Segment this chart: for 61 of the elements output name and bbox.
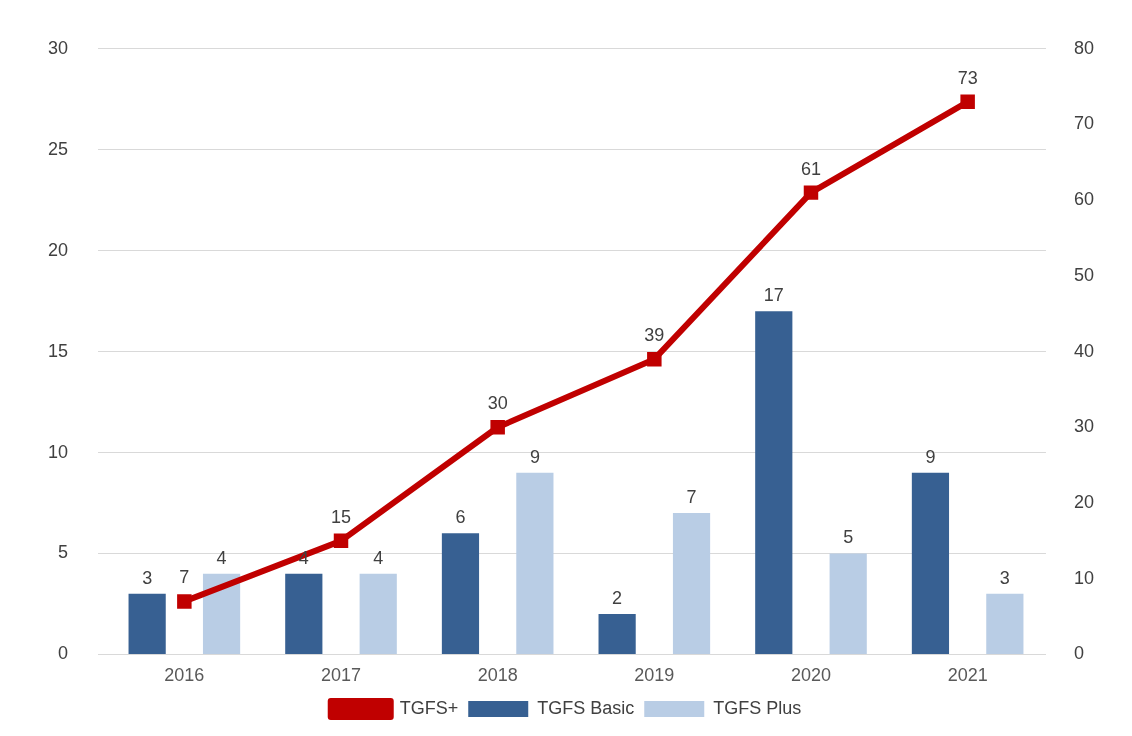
point: [177, 594, 192, 609]
bar: [986, 593, 1024, 654]
y2-tick-label: 20: [1073, 491, 1095, 512]
point: [803, 185, 819, 200]
data-label: 30: [487, 393, 508, 414]
y2-tick-label: 60: [1073, 189, 1095, 210]
data-label: 5: [843, 527, 854, 548]
bar: [285, 573, 323, 654]
x-tick-label: 2018: [477, 665, 518, 686]
data-label: 73: [957, 67, 978, 88]
y2-tick-label: 40: [1073, 340, 1095, 361]
y-tick-label: 20: [47, 239, 69, 260]
bar: [202, 573, 241, 654]
bar: [359, 573, 397, 654]
data-label: 61: [800, 158, 821, 179]
data-label: 17: [763, 285, 784, 306]
data-label: 7: [686, 487, 697, 508]
legend-label: TGFS Basic: [537, 697, 635, 718]
data-label: 2: [612, 588, 623, 608]
bar: [672, 513, 711, 654]
data-label: 9: [529, 446, 540, 467]
data-label: 3: [142, 567, 153, 588]
y2-tick-label: 10: [1073, 567, 1095, 588]
x-tick-label: 2017: [320, 665, 362, 686]
x-tick-label: 2020: [790, 665, 832, 686]
data-label: 4: [298, 547, 309, 568]
y2-tick-label: 50: [1073, 264, 1095, 285]
bar: [755, 311, 793, 654]
y-tick-label: 30: [47, 37, 69, 58]
y-tick-label: 10: [47, 441, 69, 462]
point: [960, 94, 975, 110]
y2-tick-label: 80: [1073, 37, 1095, 58]
legend-label: TGFS+: [399, 697, 459, 718]
data-label: 4: [373, 547, 384, 568]
y2-tick-label: 30: [1073, 416, 1095, 437]
y-tick-label: 0: [58, 643, 69, 664]
data-label: 7: [179, 567, 190, 588]
point: [647, 351, 662, 367]
data-label: 4: [216, 547, 227, 568]
legend-label: TGFS Plus: [713, 697, 802, 718]
y-tick-label: 25: [47, 138, 69, 159]
point: [490, 420, 505, 435]
y2-tick-label: 70: [1073, 113, 1095, 134]
data-label: 39: [644, 325, 665, 346]
y-tick-label: 5: [58, 542, 69, 563]
bar: [128, 593, 166, 654]
data-label: 15: [331, 506, 352, 527]
y-tick-label: 15: [47, 340, 69, 361]
data-label: 9: [925, 446, 936, 467]
bar: [441, 533, 480, 654]
x-tick-label: 2019: [634, 665, 675, 686]
bar: [829, 553, 867, 654]
y2-tick-label: 0: [1073, 643, 1084, 664]
bar: [911, 472, 950, 654]
data-label: 3: [999, 567, 1010, 588]
point: [333, 533, 349, 549]
bar: [516, 472, 554, 654]
data-label: 6: [455, 507, 466, 528]
x-tick-label: 2016: [164, 665, 205, 686]
bar: [598, 614, 636, 654]
x-tick-label: 2021: [947, 665, 988, 686]
